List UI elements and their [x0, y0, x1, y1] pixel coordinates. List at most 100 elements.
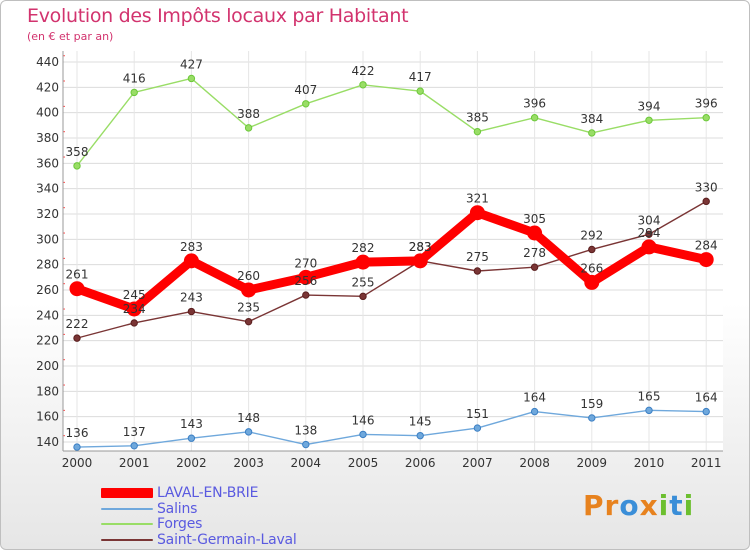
logo-letter: i [683, 489, 695, 522]
legend-label: Saint-Germain-Laval [157, 532, 297, 548]
data-label: 138 [294, 424, 317, 438]
data-point [130, 442, 138, 450]
x-tick-label: 2005 [348, 456, 379, 470]
data-point [302, 100, 310, 108]
legend-label: LAVAL-EN-BRIE [157, 485, 259, 501]
data-point [187, 74, 196, 83]
series-line-saint-germain-laval [76, 200, 707, 339]
data-label: 394 [638, 99, 661, 113]
y-tick-label: 200 [36, 359, 59, 373]
data-point [473, 127, 482, 136]
y-tick-label: 260 [36, 283, 59, 297]
data-point [355, 254, 371, 270]
data-point [527, 225, 543, 241]
y-tick-label: 360 [36, 156, 59, 170]
data-label: 330 [695, 180, 718, 194]
data-point [645, 230, 653, 238]
legend-label: Forges [157, 516, 203, 532]
y-tick-label: 240 [36, 308, 59, 322]
logo-letter: r [604, 489, 620, 522]
data-point [73, 443, 81, 451]
data-point [412, 253, 428, 269]
data-label: 284 [695, 239, 718, 253]
data-point [244, 428, 253, 436]
data-label: 283 [180, 240, 203, 254]
data-point [359, 292, 367, 301]
data-label: 245 [123, 288, 146, 302]
data-point [473, 267, 482, 275]
x-tick-label: 2004 [291, 456, 322, 470]
data-point [187, 307, 196, 316]
data-point [126, 301, 142, 317]
data-point [187, 434, 196, 442]
logo-letter: i [658, 489, 670, 522]
data-label: 234 [123, 302, 146, 316]
legend-item: Salins [101, 501, 197, 517]
logo-letter: x [639, 489, 659, 522]
data-label: 260 [237, 269, 260, 283]
logo-letter: t [669, 489, 684, 522]
y-tick-label: 300 [36, 232, 59, 246]
y-tick-label: 340 [36, 182, 59, 196]
data-point [416, 431, 424, 440]
x-tick-label: 2003 [233, 456, 264, 470]
y-tick-label: 160 [36, 410, 59, 424]
y-tick-label: 280 [36, 258, 59, 272]
data-label: 136 [66, 426, 89, 440]
data-label: 388 [237, 107, 260, 121]
y-tick-label: 440 [36, 55, 59, 69]
data-label: 278 [523, 246, 546, 260]
data-label: 148 [237, 411, 260, 425]
y-tick-label: 400 [36, 106, 59, 120]
x-tick-label: 2006 [405, 456, 436, 470]
data-label: 222 [66, 317, 89, 331]
data-label: 159 [580, 397, 603, 411]
y-tick-label: 220 [36, 334, 59, 348]
legend-swatch [101, 508, 153, 510]
data-point [244, 317, 253, 326]
x-tick-label: 2008 [519, 456, 550, 470]
series-line-forges [76, 77, 707, 167]
data-point [698, 252, 714, 268]
data-label: 384 [580, 112, 603, 126]
data-point [359, 430, 367, 439]
data-point [645, 406, 653, 415]
data-point [702, 114, 710, 122]
data-label: 143 [180, 417, 203, 431]
x-tick-label: 2000 [62, 456, 93, 470]
data-point [702, 197, 710, 206]
data-label: 266 [580, 261, 603, 275]
data-label: 304 [638, 213, 661, 227]
data-point [588, 129, 596, 137]
logo-letter: o [619, 489, 640, 522]
data-label: 283 [409, 240, 432, 254]
y-tick-label: 180 [36, 384, 59, 398]
data-label: 275 [466, 250, 489, 264]
data-point [244, 124, 253, 132]
data-point [702, 407, 710, 416]
x-tick-label: 2007 [462, 456, 493, 470]
data-label: 145 [409, 415, 432, 429]
data-label: 261 [66, 268, 89, 282]
data-label: 427 [180, 57, 203, 71]
logo-letter: P [583, 489, 605, 522]
data-point [298, 269, 314, 285]
x-tick-label: 2001 [119, 456, 150, 470]
data-label: 164 [695, 391, 718, 405]
x-tick-label: 2002 [176, 456, 207, 470]
data-point [69, 281, 85, 297]
data-label: 422 [352, 64, 375, 78]
data-label: 151 [466, 407, 489, 421]
data-point [530, 407, 539, 416]
x-tick-label: 2009 [577, 456, 608, 470]
data-point [302, 291, 310, 299]
data-label: 407 [294, 83, 317, 97]
data-label: 146 [352, 413, 375, 427]
data-point [645, 116, 653, 124]
data-label: 270 [294, 256, 317, 270]
plot-area [63, 51, 723, 451]
legend-swatch [101, 488, 153, 498]
data-label: 283 [409, 240, 432, 254]
